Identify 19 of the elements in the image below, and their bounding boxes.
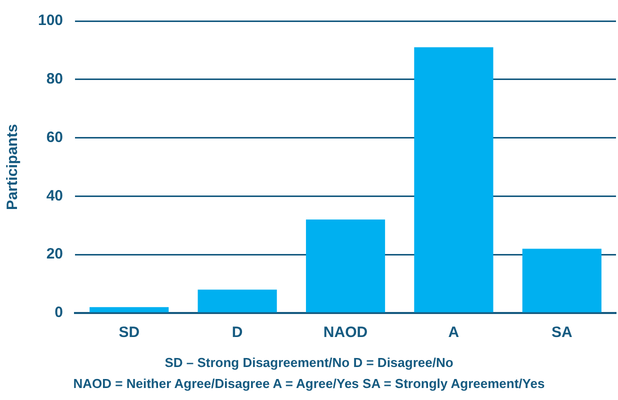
bar bbox=[306, 220, 386, 312]
y-tick-label: 0 bbox=[54, 304, 64, 322]
x-tick-label: SD bbox=[118, 324, 140, 342]
y-tick-label: 40 bbox=[46, 187, 64, 204]
text: NAOD = Neither Agree/Disagree A = Agree/Yes SA = Strongly Agreement/Yes bbox=[72, 375, 546, 393]
y-tick-label: 20 bbox=[46, 246, 64, 263]
bar bbox=[90, 307, 169, 312]
text: SD – Strong Disagreement/No D = Disagree/No bbox=[164, 354, 454, 372]
y-tick-label: 80 bbox=[46, 70, 64, 88]
x-tick-label: A bbox=[448, 324, 460, 342]
y-axis-title: Participants bbox=[4, 124, 22, 210]
bar bbox=[522, 248, 602, 312]
bar bbox=[414, 47, 494, 312]
x-tick-label: D bbox=[232, 324, 243, 342]
x-tick-label: SA bbox=[551, 324, 572, 342]
x-tick-label: NAOD bbox=[323, 324, 368, 342]
bar bbox=[198, 290, 277, 312]
y-tick-label: 60 bbox=[46, 128, 64, 146]
y-tick-label: 100 bbox=[38, 12, 64, 30]
